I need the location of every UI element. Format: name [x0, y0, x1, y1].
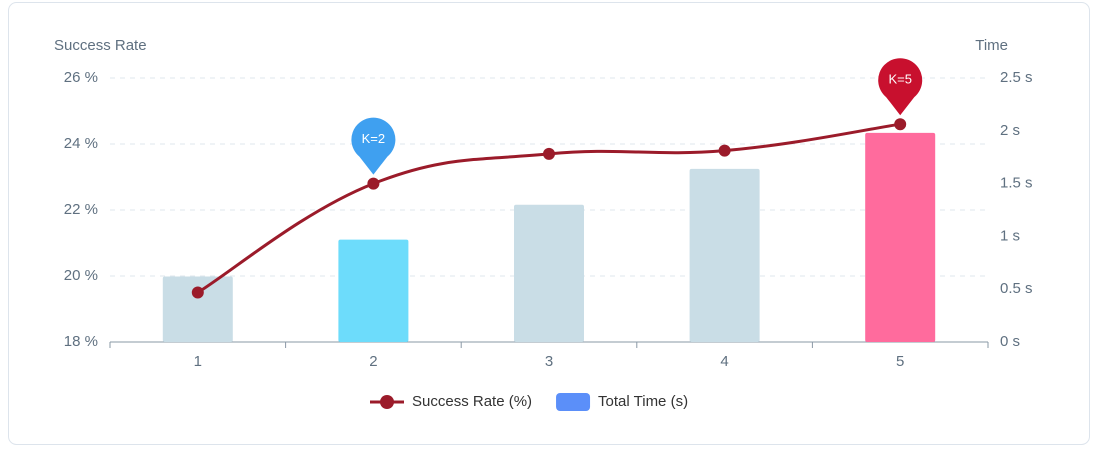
y-tick-label: 24 % [64, 135, 98, 152]
x-tick-label: 2 [369, 353, 377, 370]
x-tick-label: 1 [194, 353, 202, 370]
line-point [367, 177, 380, 190]
y2-tick-label: 1.5 s [1000, 175, 1033, 192]
annotation-pin [878, 58, 923, 116]
x-tick-label: 5 [896, 353, 904, 370]
line-point [894, 118, 907, 131]
y-tick-label: 20 % [64, 267, 98, 284]
y-tick-label: 22 % [64, 201, 98, 218]
y-tick-label: 26 % [64, 69, 98, 86]
x-tick-label: 4 [720, 353, 728, 370]
y2-tick-label: 0 s [1000, 333, 1020, 350]
bar [338, 239, 409, 342]
x-tick-label: 3 [545, 353, 553, 370]
legend-swatch [556, 393, 591, 411]
line-point [543, 147, 555, 160]
bar [162, 276, 233, 342]
y2-tick-label: 2.5 s [1000, 69, 1033, 86]
y-axis-title: Success Rate [54, 37, 147, 54]
bar [514, 204, 584, 342]
y2-tick-label: 1 s [1000, 227, 1020, 244]
y2-tick-label: 2 s [1000, 122, 1020, 139]
annotation-pin [351, 117, 396, 175]
line-point [191, 286, 204, 299]
legend-label: Total Time (s) [598, 393, 688, 410]
legend-marker [380, 395, 394, 409]
y-tick-label: 18 % [64, 333, 98, 350]
legend-label: Success Rate (%) [412, 393, 532, 410]
bar [865, 132, 936, 342]
annotation-label: K=5 [888, 72, 912, 87]
line-point [718, 144, 731, 157]
y2-axis-title: Time [975, 37, 1008, 54]
bar [689, 168, 760, 342]
annotation-label: K=2 [362, 131, 386, 146]
y2-tick-label: 0.5 s [1000, 280, 1033, 297]
